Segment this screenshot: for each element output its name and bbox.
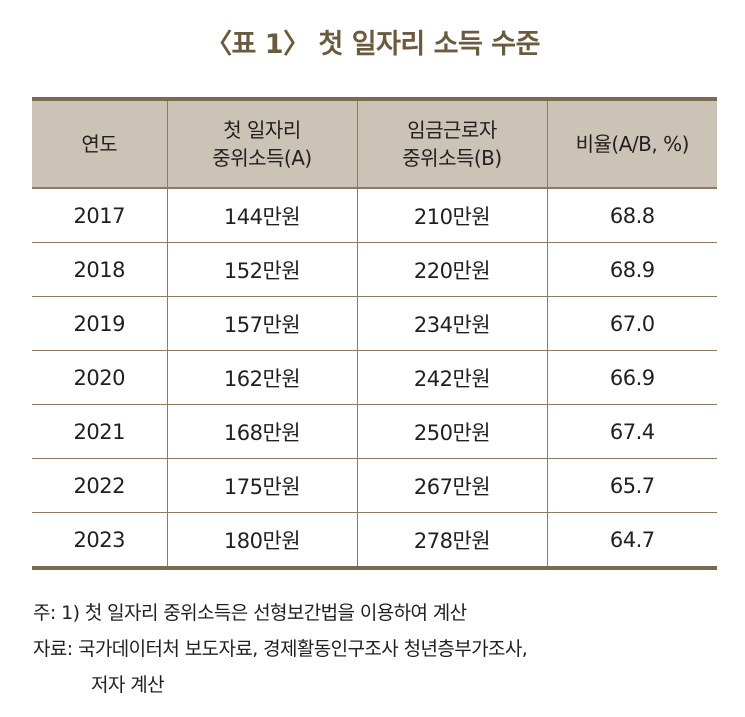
table-notes: 주: 1) 첫 일자리 중위소득은 선형보간법을 이용하여 계산 자료: 국가데…: [33, 595, 528, 703]
cell-b: 242만원: [356, 350, 548, 405]
cell-year: 2018: [32, 242, 168, 297]
cell-a: 175만원: [166, 458, 358, 513]
table-row: 2018 152만원 220만원 68.9: [32, 242, 717, 297]
header-wage-worker-median: 임금근로자 중위소득(B): [356, 99, 548, 188]
cell-ratio: 68.8: [546, 188, 717, 243]
cell-b: 234만원: [356, 296, 548, 351]
cell-a: 180만원: [166, 512, 358, 570]
header-first-job-median: 첫 일자리 중위소득(A): [166, 99, 358, 188]
cell-a: 168만원: [166, 404, 358, 459]
table-row: 2017 144만원 210만원 68.8: [32, 188, 717, 243]
table-row: 2022 175만원 267만원 65.7: [32, 458, 717, 513]
header-year: 연도: [32, 99, 168, 188]
source-text-continued: 저자 계산: [91, 674, 165, 696]
table-row: 2020 162만원 242만원 66.9: [32, 350, 717, 405]
cell-b: 220만원: [356, 242, 548, 297]
cell-b: 250만원: [356, 404, 548, 459]
table-header-row: 연도 첫 일자리 중위소득(A) 임금근로자 중위소득(B) 비율(A/B, %): [32, 99, 717, 188]
note-text: 주: 1) 첫 일자리 중위소득은 선형보간법을 이용하여 계산: [33, 602, 467, 624]
table-title: 〈표 1〉 첫 일자리 소득 수준: [205, 29, 540, 60]
cell-ratio: 66.9: [546, 350, 717, 405]
source-text: 자료: 국가데이터처 보도자료, 경제활동인구조사 청년층부가조사,: [33, 638, 528, 660]
cell-ratio: 68.9: [546, 242, 717, 297]
income-table: 연도 첫 일자리 중위소득(A) 임금근로자 중위소득(B) 비율(A/B, %) …: [32, 97, 717, 570]
cell-ratio: 65.7: [546, 458, 717, 513]
cell-ratio: 67.0: [546, 296, 717, 351]
cell-b: 267만원: [356, 458, 548, 513]
cell-year: 2019: [32, 296, 168, 351]
cell-year: 2022: [32, 458, 168, 513]
cell-year: 2017: [32, 188, 168, 243]
cell-b: 210만원: [356, 188, 548, 243]
table-row: 2021 168만원 250만원 67.4: [32, 404, 717, 459]
cell-b: 278만원: [356, 512, 548, 570]
cell-ratio: 67.4: [546, 404, 717, 459]
table-row: 2019 157만원 234만원 67.0: [32, 296, 717, 351]
cell-a: 144만원: [166, 188, 358, 243]
cell-year: 2021: [32, 404, 168, 459]
cell-a: 152만원: [166, 242, 358, 297]
table-row: 2023 180만원 278만원 64.7: [32, 512, 717, 570]
cell-a: 157만원: [166, 296, 358, 351]
header-ratio: 비율(A/B, %): [546, 99, 717, 188]
cell-year: 2023: [32, 512, 168, 570]
cell-ratio: 64.7: [546, 512, 717, 570]
cell-year: 2020: [32, 350, 168, 405]
cell-a: 162만원: [166, 350, 358, 405]
